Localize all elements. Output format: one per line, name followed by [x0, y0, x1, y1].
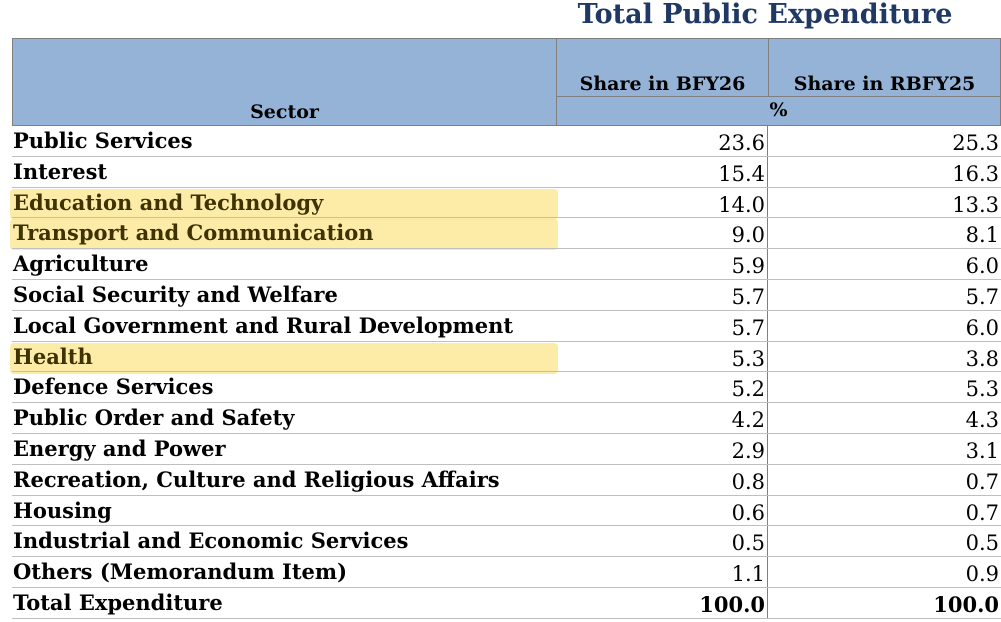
header-share-bfy26-label: Share in BFY26	[579, 73, 746, 95]
share-rbfy25-value: 25.3	[952, 131, 999, 155]
sector-name: Energy and Power	[13, 435, 226, 461]
sector-name: Total Expenditure	[13, 589, 223, 615]
sector-name: Local Government and Rural Development	[13, 312, 514, 338]
header-sector-label: Sector	[250, 101, 319, 123]
share-rbfy25-value: 0.7	[965, 469, 999, 494]
share-rbfy25-value: 6.0	[965, 315, 999, 340]
share-bfy26-value: 100.0	[556, 587, 768, 618]
header-share-rbfy25-label: Share in RBFY25	[793, 73, 976, 95]
sector-name: Public Services	[13, 128, 193, 153]
share-bfy26-value: 4.2	[556, 403, 768, 433]
header-share-rbfy25: Share in RBFY25	[768, 38, 1001, 97]
share-bfy26-value: 14.0	[556, 187, 768, 218]
table-row: Public Services 23.6 25.3	[12, 126, 1001, 157]
table-row: Transport and Communication 9.0 8.1	[10, 218, 1001, 251]
share-bfy26-value: 1.1	[556, 557, 768, 587]
header-unit-label: %	[769, 99, 788, 121]
share-bfy26-value: 2.9	[556, 433, 768, 464]
share-rbfy25-value: 0.5	[965, 531, 999, 556]
share-bfy26-value: 5.3	[556, 341, 768, 372]
share-bfy26-value: 15.4	[556, 156, 768, 187]
sector-name: Public Order and Safety	[13, 405, 295, 431]
share-bfy26-value: 5.9	[556, 249, 768, 279]
table-row: Local Government and Rural Development 5.…	[12, 310, 1001, 342]
header-unit: %	[556, 96, 1001, 126]
sector-name: Recreation, Culture and Religious Affair…	[13, 466, 500, 492]
sector-name: Industrial and Economic Services	[13, 528, 409, 554]
table-row: Interest 15.4 16.3	[12, 156, 1001, 188]
share-rbfy25-value: 3.8	[965, 346, 999, 371]
sector-name: Others (Memorandum Item)	[13, 559, 348, 585]
sector-name: Education and Technology	[10, 188, 558, 220]
total-row: Total Expenditure 100.0 100.0	[12, 587, 1001, 619]
header-sector: Sector	[12, 38, 557, 126]
sector-name: Interest	[13, 158, 108, 184]
share-bfy26-value: 0.5	[556, 526, 768, 557]
share-rbfy25-value: 16.3	[952, 161, 999, 186]
table-row: Education and Technology 14.0 13.3	[10, 187, 1001, 220]
table-row: Industrial and Economic Services 0.5 0.5	[12, 526, 1001, 558]
table-title: Total Public Expenditure	[577, 0, 953, 30]
share-rbfy25-value: 5.3	[965, 377, 999, 402]
share-bfy26-value: 5.7	[556, 310, 768, 341]
header-share-bfy26: Share in BFY26	[556, 38, 769, 97]
table-row: Health 5.3 3.8	[10, 341, 1001, 374]
sector-name: Housing	[13, 497, 112, 523]
share-rbfy25-value: 0.7	[965, 500, 999, 525]
share-rbfy25-value: 100.0	[933, 591, 999, 617]
sector-name: Health	[10, 342, 558, 374]
share-bfy26-value: 9.0	[556, 218, 768, 249]
sector-name: Defence Services	[13, 374, 214, 400]
table-row: Recreation, Culture and Religious Affair…	[12, 464, 1001, 496]
share-rbfy25-value: 13.3	[952, 192, 999, 217]
share-bfy26-value: 0.6	[556, 495, 768, 526]
table-row: Defence Services 5.2 5.3	[12, 372, 1001, 404]
sector-name: Agriculture	[13, 251, 149, 277]
table-row: Social Security and Welfare 5.7 5.7	[12, 279, 1001, 311]
table-row: Public Order and Safety 4.2 4.3	[12, 403, 1001, 434]
share-rbfy25-value: 5.7	[965, 284, 999, 309]
table-row: Energy and Power 2.9 3.1	[12, 433, 1001, 465]
share-rbfy25-value: 8.1	[965, 223, 999, 248]
share-bfy26-value: 0.8	[556, 464, 768, 495]
share-bfy26-value: 23.6	[556, 126, 768, 156]
sector-name: Social Security and Welfare	[13, 281, 338, 307]
sector-name: Transport and Communication	[10, 218, 558, 251]
share-rbfy25-value: 0.9	[965, 562, 999, 587]
expenditure-table-body: Public Services 23.6 25.3 Interest 15.4 16.3 E…	[10, 126, 1001, 619]
table-row: Agriculture 5.9 6.0	[12, 249, 1001, 280]
table-row: Housing 0.6 0.7	[12, 495, 1001, 527]
share-rbfy25-value: 4.3	[965, 408, 999, 433]
share-bfy26-value: 5.2	[556, 372, 768, 403]
table-row: Others (Memorandum Item) 1.1 0.9	[12, 557, 1001, 588]
share-rbfy25-value: 3.1	[965, 438, 999, 463]
share-rbfy25-value: 6.0	[965, 254, 999, 279]
share-bfy26-value: 5.7	[556, 279, 768, 310]
